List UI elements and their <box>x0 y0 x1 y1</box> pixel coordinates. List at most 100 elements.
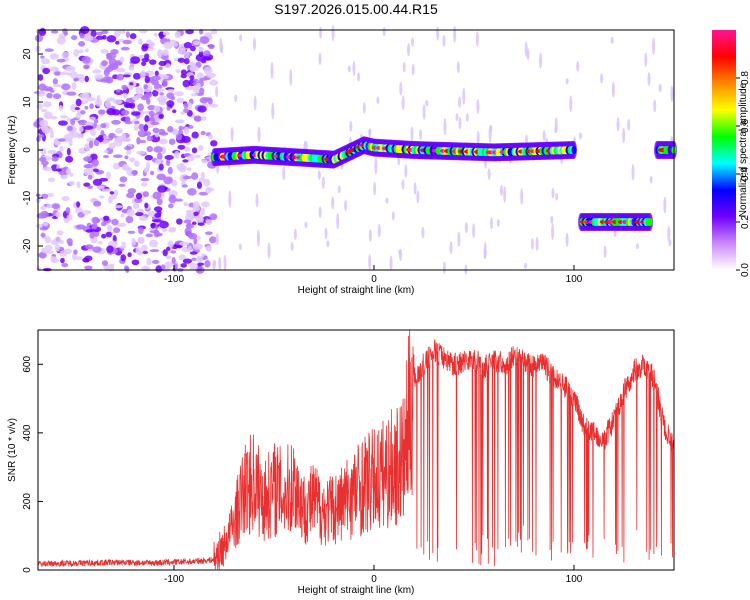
spectrogram-noise-blob <box>187 188 197 196</box>
spectrogram-noise-blob <box>132 203 140 210</box>
spectrogram-noise-blob <box>170 39 176 43</box>
spectrogram-streak <box>347 65 351 73</box>
spectrogram-noise-blob <box>51 156 59 162</box>
spectrogram-noise-blob <box>141 61 147 67</box>
spectrogram-noise-blob <box>125 103 134 108</box>
spectrogram-noise-blob <box>144 115 150 123</box>
spectrogram-noise-blob <box>96 124 102 131</box>
spectrogram-streak <box>337 185 341 194</box>
spectrogram-noise-blob <box>119 176 128 183</box>
spectrogram-noise-blob <box>209 213 218 221</box>
spectrogram-noise-blob <box>63 133 73 142</box>
spectrogram-noise-blob <box>143 167 150 173</box>
spectrogram-noise-blob <box>60 115 69 119</box>
spectrogram-streak <box>442 34 446 47</box>
spectrogram-streak <box>649 175 653 184</box>
spectrogram-noise-blob <box>36 90 46 97</box>
spectrogram-noise-blob <box>191 172 199 180</box>
spectrogram-noise-blob <box>121 84 128 90</box>
spectrogram-noise-blob <box>83 36 94 42</box>
spectrogram-noise-blob <box>83 65 89 70</box>
snr-x-label: Height of straight line (km) <box>298 585 415 596</box>
spectrogram-streak <box>647 72 651 87</box>
spectrogram-noise-blob <box>82 210 92 215</box>
spectrogram-noise-blob <box>108 132 116 139</box>
spectrogram-noise-blob <box>186 167 192 172</box>
snr-ticks: -100 0 100 0 200 400 600 <box>22 356 583 585</box>
spectrogram-noise-blob <box>86 97 96 102</box>
spectrogram-streak <box>317 170 321 180</box>
spectrogram-noise-blob <box>185 86 195 91</box>
spectrogram-noise-blob <box>198 144 204 151</box>
spectrogram-noise-blob <box>127 188 137 194</box>
spectrogram-noise-blob <box>106 35 117 43</box>
spectrogram-noise-blob <box>80 110 86 115</box>
spectrogram-y-tick-label: 0 <box>22 147 33 153</box>
spectrogram-noise-blob <box>164 155 174 160</box>
spectrogram-noise-blob <box>69 172 74 177</box>
spectrogram-noise-blob <box>116 222 127 227</box>
spectrogram-noise-blob <box>180 111 186 115</box>
spectrogram-noise-blob <box>38 157 47 162</box>
spectrogram-noise-blob <box>38 28 47 36</box>
spectrogram-noise-blob <box>120 254 127 262</box>
spectrogram-streak <box>257 126 261 143</box>
spectrogram-noise-blob <box>52 84 63 88</box>
spectrogram-noise-blob <box>74 106 80 111</box>
chart-title: S197.2026.015.00.44.R15 <box>274 1 438 17</box>
spectrogram-noise-blob <box>175 133 183 141</box>
spectrogram-streak <box>576 60 580 72</box>
spectrogram-noise-blob <box>49 127 54 134</box>
spectrogram-noise-blob <box>105 171 111 180</box>
spectrogram-streak <box>382 27 386 37</box>
spectrogram-noise-blob <box>196 217 204 223</box>
spectrogram-noise-blob <box>56 58 66 63</box>
spectrogram-noise-blob <box>122 163 130 171</box>
spectrogram-noise-blob <box>140 182 148 187</box>
spectrogram-noise-blob <box>79 93 87 99</box>
spectrogram-noise-blob <box>70 118 76 126</box>
spectrogram-noise-blob <box>159 220 169 229</box>
spectrogram-noise-blob <box>184 146 191 152</box>
spectrogram-noise-blob <box>189 251 198 255</box>
spectrogram-noise-blob <box>96 185 105 190</box>
spectrogram-noise-blob <box>125 31 130 38</box>
spectrogram-streak <box>565 232 569 247</box>
spectrogram-noise-blob <box>153 146 163 153</box>
spectrogram-noise-blob <box>65 168 72 175</box>
spectrogram-noise-blob <box>100 49 109 54</box>
spectrogram-noise-blob <box>156 197 163 206</box>
spectrogram-noise-blob <box>140 95 149 101</box>
spectrogram-streak <box>456 61 460 74</box>
spectrogram-noise-blob <box>140 177 150 182</box>
spectrogram-noise-blob <box>183 58 190 65</box>
spectrogram-noise-blob <box>86 137 95 143</box>
spectrogram-noise-blob <box>189 262 198 271</box>
spectrogram-noise-blob <box>139 216 148 221</box>
spectrogram-noise-blob <box>163 41 174 50</box>
spectrogram-noise-blob <box>131 170 138 176</box>
spectrogram-noise-blob <box>67 125 73 132</box>
spectrogram-noise-blob <box>121 109 130 116</box>
spectrogram-noise-blob <box>202 56 212 61</box>
spectrogram-noise-blob <box>156 173 167 181</box>
spectrogram-streak <box>401 95 405 111</box>
spectrogram-streak <box>613 229 617 238</box>
spectrogram-noise-blob <box>167 240 174 249</box>
spectrogram-streak <box>215 85 219 98</box>
spectrogram-noise-blob <box>49 131 54 139</box>
spectrogram-noise-blob <box>155 265 163 273</box>
spectrogram-noise-blob <box>124 137 131 142</box>
spectrogram-noise-blob <box>137 236 145 245</box>
spectrogram-noise-blob <box>121 241 127 246</box>
spectrogram-noise-blob <box>193 211 199 216</box>
spectrogram-streak <box>670 85 674 103</box>
spectrogram-noise-blob <box>210 28 218 35</box>
spectrogram-noise-blob <box>76 181 81 189</box>
spectrogram-noise-blob <box>49 53 59 60</box>
spectrogram-noise-blob <box>47 192 54 198</box>
colorbar-label: Normalized spectral amplitude <box>738 82 749 217</box>
spectrogram-noise-blob <box>154 212 162 218</box>
spectrogram-noise-blob <box>162 49 169 56</box>
